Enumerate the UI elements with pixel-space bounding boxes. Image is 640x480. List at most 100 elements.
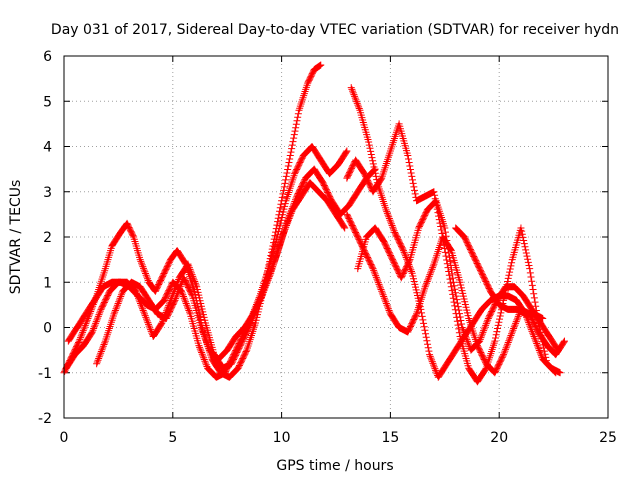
data-point-marker [354, 101, 362, 109]
data-point-marker [407, 169, 415, 177]
data-point-marker [424, 340, 432, 348]
data-point-marker [406, 162, 414, 170]
data-point-marker [147, 326, 155, 334]
data-point-marker [174, 289, 182, 297]
data-point-marker [484, 316, 492, 324]
data-point-marker [529, 286, 537, 294]
x-tick-label: 5 [168, 430, 177, 446]
data-point-marker [353, 99, 361, 107]
data-point-marker [447, 283, 455, 291]
data-point-marker [429, 264, 437, 272]
y-tick-label: -2 [38, 411, 52, 427]
data-point-marker [526, 265, 534, 273]
data-point-marker [534, 343, 542, 351]
data-point-marker [91, 321, 99, 329]
data-point-marker [426, 271, 434, 279]
data-point-marker [531, 334, 539, 342]
x-tick-label: 0 [60, 430, 69, 446]
data-point-marker [420, 323, 428, 331]
data-point-marker [280, 183, 288, 191]
data-point-marker [493, 328, 501, 336]
data-point-marker [340, 223, 348, 231]
data-point-marker [78, 330, 86, 338]
data-point-marker [188, 290, 196, 298]
data-point-marker [290, 134, 298, 142]
data-point-marker [287, 206, 295, 214]
chart-title: Day 031 of 2017, Sidereal Day-to-day VTE… [51, 22, 619, 38]
data-point-marker [90, 325, 98, 333]
data-point-marker [499, 352, 507, 360]
data-point-marker [184, 260, 192, 268]
data-point-marker [143, 317, 151, 325]
data-point-marker [352, 96, 360, 104]
data-point-marker [423, 279, 431, 287]
data-point-marker [196, 345, 204, 353]
data-point-marker [184, 303, 192, 311]
data-point-marker [282, 176, 290, 184]
data-point-marker [383, 209, 391, 217]
data-point-marker [399, 245, 407, 253]
data-point-marker [258, 292, 266, 300]
data-point-marker [427, 354, 435, 362]
data-point-marker [371, 270, 379, 278]
data-point-marker [291, 127, 299, 135]
data-point-marker [113, 303, 121, 311]
data-point-marker [98, 346, 106, 354]
data-point-marker [500, 296, 508, 304]
data-point-marker [385, 213, 393, 221]
data-point-marker [81, 321, 89, 329]
data-point-marker [445, 253, 453, 261]
data-point-marker [428, 265, 436, 273]
data-point-marker [195, 342, 203, 350]
data-point-marker [536, 348, 544, 356]
data-point-marker [158, 319, 166, 327]
data-point-marker [366, 144, 374, 152]
data-point-marker [510, 323, 518, 331]
data-point-marker [503, 342, 511, 350]
data-point-marker [551, 368, 559, 376]
data-point-marker [505, 271, 513, 279]
data-point-marker [95, 311, 103, 319]
data-point-marker [418, 309, 426, 317]
data-point-marker [492, 331, 500, 339]
data-point-marker [189, 274, 197, 282]
data-point-marker [174, 288, 182, 296]
data-point-marker [99, 342, 107, 350]
data-point-marker [421, 283, 429, 291]
data-point-marker [401, 250, 409, 258]
data-point-marker [421, 326, 429, 334]
data-point-marker [386, 216, 394, 224]
data-point-marker [350, 91, 358, 99]
data-point-marker [500, 351, 508, 359]
data-point-marker [451, 285, 459, 293]
data-point-marker [447, 279, 455, 287]
data-point-marker [462, 334, 470, 342]
data-point-marker [441, 224, 449, 232]
data-point-marker [452, 289, 460, 297]
y-axis-label: SDTVAR / TECUs [8, 180, 24, 295]
data-point-marker [514, 314, 522, 322]
data-point-marker [89, 326, 97, 334]
data-point-marker [139, 305, 147, 313]
data-point-marker [202, 361, 210, 369]
data-point-marker [185, 264, 193, 272]
data-point-marker [427, 269, 435, 277]
data-point-marker [286, 152, 294, 160]
data-points [60, 61, 568, 386]
data-point-marker [377, 286, 385, 294]
data-point-marker [372, 172, 380, 180]
data-point-marker [186, 265, 194, 273]
data-point-marker [524, 255, 532, 263]
data-point-marker [182, 299, 190, 307]
data-point-marker [93, 360, 101, 368]
data-point-marker [552, 369, 560, 377]
data-point-marker [385, 215, 393, 223]
data-point-marker [542, 353, 550, 361]
data-point-marker [400, 248, 408, 256]
data-point-marker [410, 183, 418, 191]
data-point-marker [141, 268, 149, 276]
data-point-marker [83, 318, 91, 326]
data-point-marker [383, 208, 391, 216]
data-point-marker [261, 283, 269, 291]
data-point-marker [368, 154, 376, 162]
